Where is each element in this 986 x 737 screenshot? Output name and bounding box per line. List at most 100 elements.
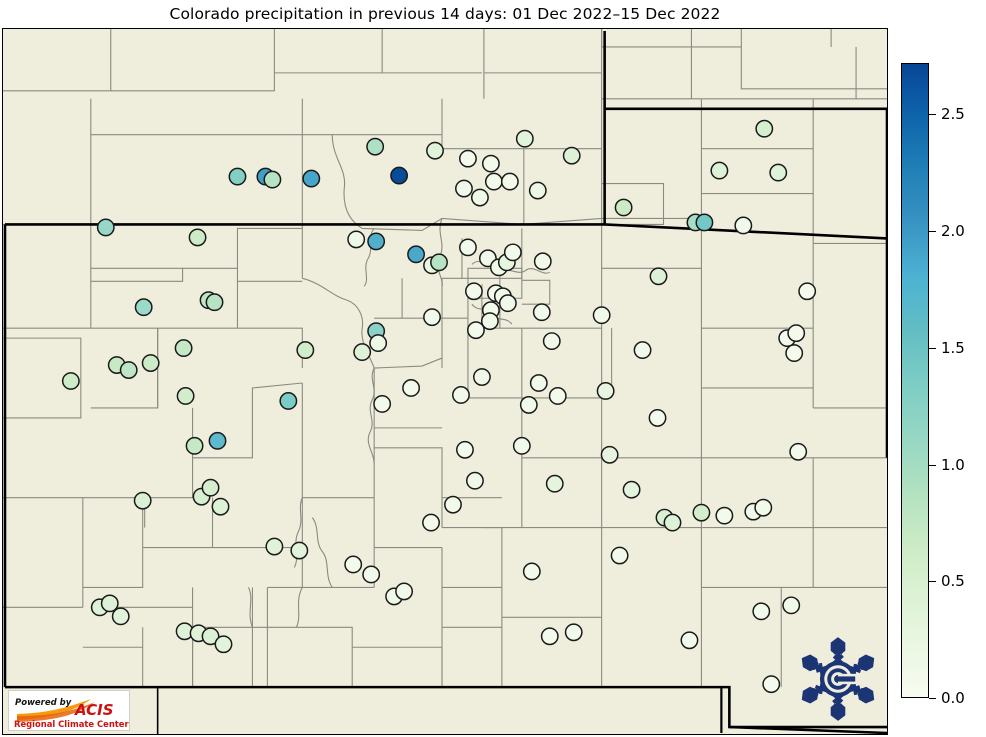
county-boundaries — [3, 29, 887, 688]
colorbar-tick — [929, 581, 936, 583]
station-marker — [649, 267, 668, 286]
station-marker — [500, 172, 519, 191]
station-marker — [208, 431, 227, 450]
station-marker — [692, 503, 711, 522]
station-marker — [548, 387, 567, 405]
station-marker — [529, 374, 548, 392]
station-marker — [205, 293, 224, 312]
station-marker — [174, 339, 193, 358]
station-marker — [710, 161, 729, 180]
colorbar: 0.0 0.5 1.0 1.5 2.0 2.5 — [901, 63, 965, 707]
station-marker — [407, 245, 425, 264]
station-marker — [423, 308, 441, 327]
station-marker — [472, 368, 491, 386]
station-marker — [373, 395, 392, 413]
station-marker — [533, 252, 552, 271]
colorbar-tick-label: 2.0 — [941, 222, 965, 241]
station-marker — [100, 594, 119, 613]
station-marker — [141, 354, 160, 372]
station-marker — [96, 218, 115, 237]
station-marker — [201, 478, 220, 497]
station-marker — [755, 119, 774, 138]
station-marker — [444, 495, 462, 514]
acis-logo-graphic: Powered by ACIS Regional Climate Centers — [9, 691, 129, 730]
station-marker — [614, 198, 633, 217]
station-marker — [622, 480, 641, 499]
station-marker — [347, 230, 366, 249]
acis-powered-by-text: Powered by — [15, 698, 72, 708]
acis-subtitle-text: Regional Climate Centers — [14, 719, 129, 729]
station-marker — [366, 137, 385, 156]
station-marker — [481, 154, 500, 173]
station-marker — [480, 312, 499, 331]
station-marker — [426, 141, 444, 160]
station-marker — [459, 149, 477, 168]
station-marker — [562, 146, 581, 165]
station-marker — [564, 623, 583, 642]
station-marker — [503, 243, 522, 262]
station-marker — [715, 506, 734, 525]
colorbar-axis-label: precip (inches) — [955, 0, 986, 737]
station-marker — [452, 386, 470, 404]
station-marker — [369, 334, 388, 353]
station-marker — [522, 562, 541, 581]
colorbar-tick-label: 0.5 — [941, 572, 965, 591]
station-marker — [648, 408, 667, 427]
colorado-climate-center-snowflake-logo — [795, 636, 881, 722]
colorbar-tick — [929, 464, 936, 466]
station-marker — [519, 396, 538, 414]
station-marker — [362, 565, 381, 584]
station-marker — [263, 170, 282, 189]
colorbar-tick — [929, 347, 936, 349]
station-marker — [290, 541, 309, 560]
station-marker — [754, 498, 773, 517]
station-marker — [789, 442, 808, 461]
map-plot-area — [2, 28, 888, 735]
station-marker — [542, 332, 561, 351]
colorbar-tick-label: 2.5 — [941, 105, 965, 124]
station-marker — [265, 537, 284, 556]
station-marker — [734, 216, 753, 235]
station-marker — [592, 306, 611, 325]
station-marker — [214, 635, 233, 654]
station-marker — [782, 596, 801, 615]
station-marker — [762, 675, 781, 694]
colorbar-tick — [929, 231, 936, 233]
station-marker — [201, 627, 220, 646]
station-marker — [695, 213, 714, 232]
station-marker — [455, 179, 473, 198]
station-marker — [769, 163, 788, 182]
station-marker — [532, 303, 551, 322]
state-boundaries — [3, 30, 887, 734]
colorbar-tick — [929, 114, 936, 116]
station-marker — [402, 379, 421, 397]
station-marker — [430, 253, 448, 272]
station-marker — [133, 491, 152, 510]
station-marker — [610, 546, 629, 565]
station-marker — [465, 282, 483, 301]
station-marker — [787, 324, 806, 343]
station-marker — [395, 582, 414, 601]
station-marker — [344, 555, 363, 574]
station-marker — [228, 167, 247, 186]
colorado-precipitation-map — [3, 29, 887, 734]
station-marker — [422, 513, 440, 532]
station-marker — [459, 238, 477, 257]
snowflake-icon — [801, 637, 875, 721]
station-marker — [353, 343, 372, 362]
station-marker — [390, 166, 409, 185]
station-marker — [680, 631, 699, 650]
station-marker — [185, 436, 204, 455]
station-marker — [515, 129, 534, 148]
station-marker — [512, 436, 531, 455]
station-marker — [61, 372, 80, 390]
station-marker — [466, 471, 484, 490]
station-marker — [633, 341, 652, 360]
station-marker — [176, 387, 195, 405]
station-marker — [296, 341, 315, 360]
acis-name-text: ACIS — [74, 701, 114, 719]
station-marker — [540, 627, 559, 646]
station-markers — [61, 119, 817, 694]
station-marker — [663, 513, 682, 532]
station-marker — [498, 294, 517, 313]
